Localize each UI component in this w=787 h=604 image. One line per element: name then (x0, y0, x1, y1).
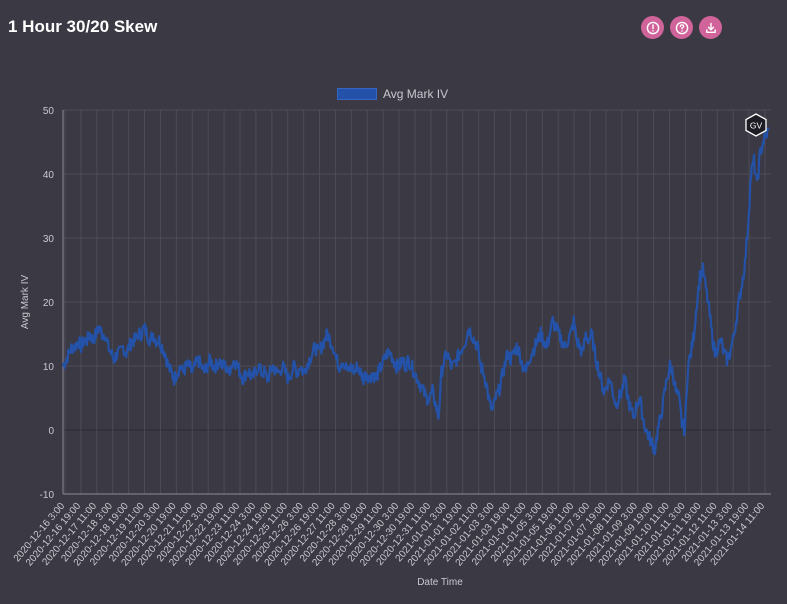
chart-legend[interactable]: Avg Mark IV (337, 87, 448, 101)
logo: GV (745, 113, 767, 137)
y-tick-label: 0 (48, 426, 54, 437)
legend-swatch (337, 88, 377, 100)
download-icon (705, 22, 716, 33)
y-tick-label: 10 (43, 362, 55, 373)
download-button[interactable] (699, 16, 722, 39)
svg-text:GV: GV (750, 121, 763, 131)
legend-label: Avg Mark IV (383, 87, 449, 101)
help-circle-icon (675, 21, 688, 34)
y-tick-label: 50 (43, 106, 55, 117)
help-button[interactable] (670, 16, 693, 39)
page-title: 1 Hour 30/20 Skew (8, 17, 158, 36)
y-tick-label: 40 (43, 170, 55, 181)
alert-circle-icon (646, 21, 659, 34)
series-line-avg-mark-iv (61, 127, 770, 456)
y-tick-label: 20 (43, 298, 55, 309)
y-tick-label: 30 (43, 234, 55, 245)
x-axis-title: Date Time (417, 577, 463, 588)
y-tick-label: -10 (40, 490, 55, 501)
info-button[interactable] (641, 16, 664, 39)
y-axis-title: Avg Mark IV (20, 275, 31, 330)
